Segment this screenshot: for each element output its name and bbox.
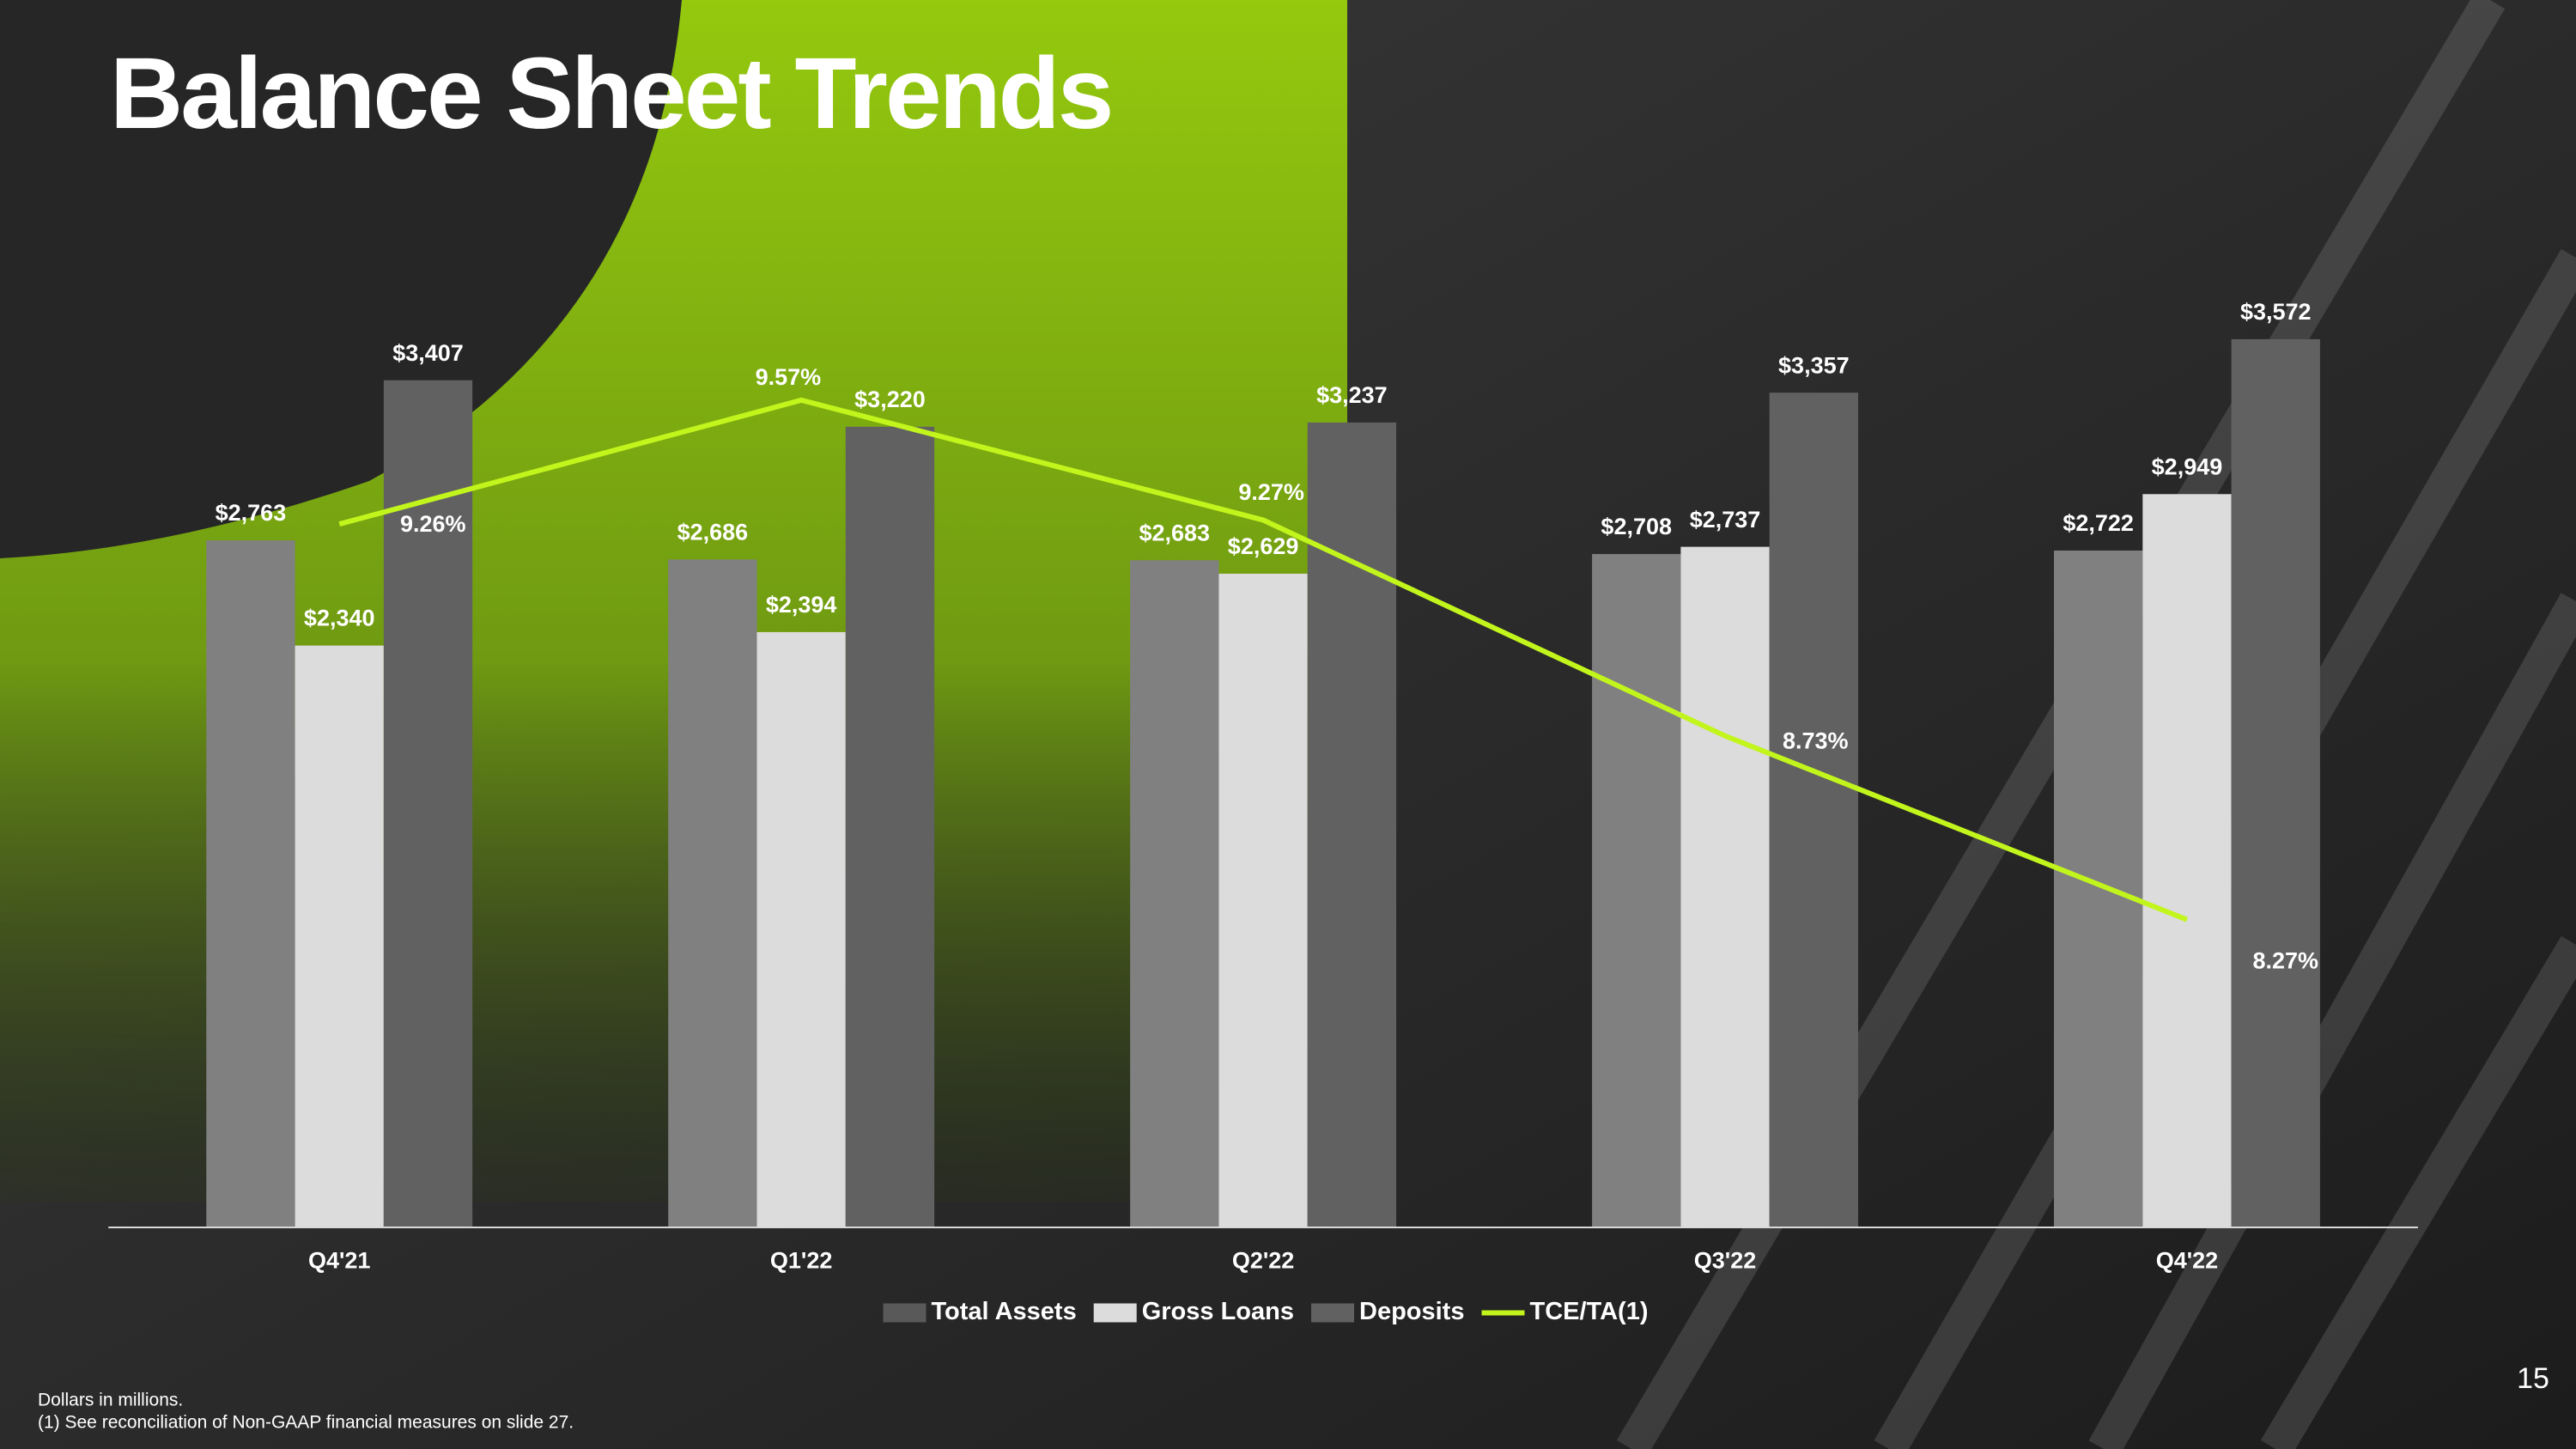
data-label: $2,708 <box>1601 514 1672 539</box>
footnote: (1) See reconciliation of Non-GAAP finan… <box>38 1413 574 1433</box>
data-label: $3,407 <box>392 340 464 366</box>
bar <box>1592 554 1681 1228</box>
x-tick-label: Q4'21 <box>308 1247 370 1273</box>
bar <box>1218 573 1308 1228</box>
x-tick-label: Q2'22 <box>1232 1247 1294 1273</box>
data-label: $2,340 <box>304 606 375 631</box>
bar <box>1307 422 1397 1228</box>
chart-title: Balance Sheet Trends <box>110 37 1111 150</box>
data-label: $2,686 <box>677 520 749 545</box>
data-label: $2,722 <box>2063 510 2134 536</box>
data-label: $3,237 <box>1316 382 1388 408</box>
bar <box>756 631 846 1228</box>
data-label: 8.73% <box>1783 728 1849 754</box>
data-label: $2,949 <box>2152 454 2223 479</box>
x-tick-label: Q4'22 <box>2156 1247 2218 1273</box>
dark-curve <box>0 0 682 558</box>
line <box>338 397 2189 922</box>
data-label: $2,394 <box>766 592 837 618</box>
data-label: $3,220 <box>854 387 926 412</box>
data-label: $2,629 <box>1228 533 1299 559</box>
page-number: 15 <box>2517 1362 2549 1395</box>
legend-label: Gross Loans <box>1142 1298 1294 1325</box>
legend-label: Total Assets <box>932 1298 1077 1325</box>
x-tick-label: Q3'22 <box>1694 1247 1756 1273</box>
footnote: Dollars in millions. <box>38 1391 183 1410</box>
bar <box>295 645 384 1228</box>
legend-swatch <box>1311 1303 1355 1323</box>
legend-label: Deposits <box>1359 1298 1464 1325</box>
data-label: 9.57% <box>756 364 822 390</box>
data-label: $2,763 <box>216 500 287 526</box>
x-tick-label: Q1'22 <box>770 1247 832 1273</box>
data-label: $2,737 <box>1690 507 1761 533</box>
bar <box>668 559 757 1228</box>
bar <box>206 540 295 1228</box>
data-label: 9.27% <box>1238 479 1304 505</box>
data-label: $2,683 <box>1139 520 1210 545</box>
data-label: 9.26% <box>400 511 466 537</box>
bar <box>383 380 473 1228</box>
bar <box>845 426 935 1228</box>
bar <box>1769 393 1858 1228</box>
data-label: 8.27% <box>2252 948 2318 974</box>
legend-swatch <box>1093 1303 1137 1323</box>
legend-label: TCE/TA(1) <box>1529 1298 1648 1325</box>
data-label: $3,357 <box>1778 352 1850 378</box>
bar <box>2054 550 2143 1228</box>
bar <box>1130 560 1219 1228</box>
bar <box>1680 546 1770 1228</box>
legend-swatch <box>883 1303 927 1323</box>
bar <box>2142 494 2232 1228</box>
bar <box>2231 338 2320 1228</box>
data-label: $3,572 <box>2240 299 2312 325</box>
